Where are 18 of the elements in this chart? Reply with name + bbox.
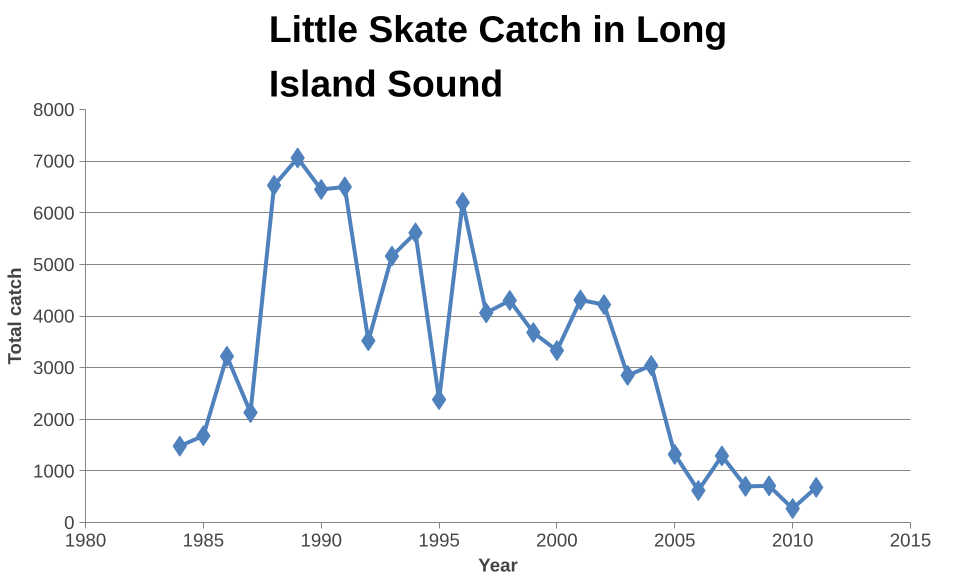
x-tick-label: 2000: [536, 530, 578, 550]
x-tick-label: 2015: [890, 530, 932, 550]
y-tick-label: 1000: [32, 460, 75, 482]
y-tick-label: 4000: [32, 306, 75, 326]
x-axis-title: Year: [478, 554, 518, 576]
y-axis-title: Total catch: [4, 267, 25, 365]
y-tick-label: 2000: [32, 408, 75, 430]
y-tick-label: 5000: [32, 254, 75, 275]
x-tick-label: 1990: [300, 530, 342, 550]
y-tick-label: 8000: [32, 99, 75, 120]
x-tick-label: 2010: [772, 530, 814, 550]
y-tick-label: 3000: [32, 357, 75, 378]
y-tick-label: 6000: [32, 202, 75, 224]
y-tick-label: 7000: [32, 150, 75, 172]
chart-title: Little Skate Catch in Long Island Sound: [268, 8, 728, 104]
x-tick-label: 1985: [182, 530, 224, 550]
x-tick-label: 1995: [418, 530, 460, 550]
x-tick-label: 2005: [654, 530, 696, 550]
